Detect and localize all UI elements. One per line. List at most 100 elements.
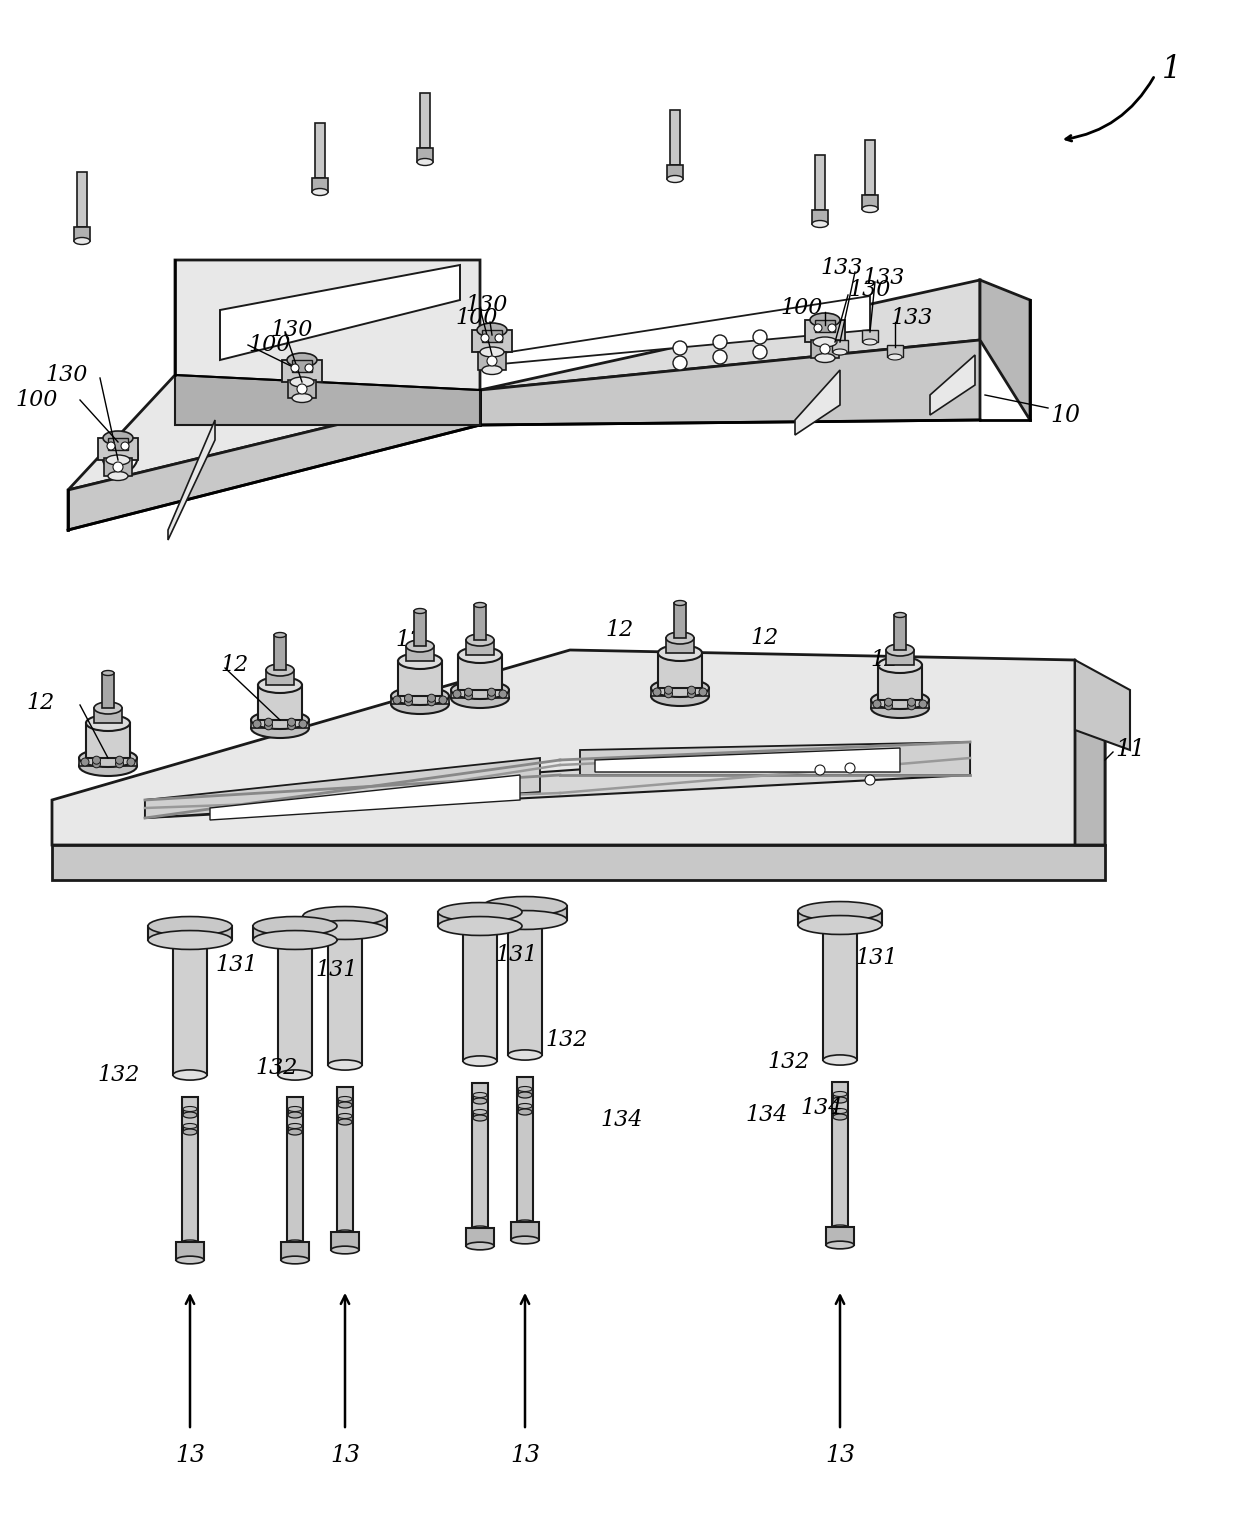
Ellipse shape — [466, 1242, 494, 1250]
Polygon shape — [508, 921, 542, 1054]
Polygon shape — [826, 1227, 854, 1245]
Circle shape — [884, 702, 893, 710]
Ellipse shape — [339, 1113, 352, 1119]
Polygon shape — [288, 1127, 303, 1131]
Polygon shape — [490, 297, 870, 364]
Circle shape — [126, 758, 135, 765]
Circle shape — [687, 690, 696, 698]
Polygon shape — [511, 1222, 539, 1240]
Text: 133: 133 — [890, 307, 932, 329]
Ellipse shape — [329, 1061, 362, 1070]
Circle shape — [873, 699, 880, 709]
Text: 130: 130 — [848, 280, 890, 301]
Polygon shape — [675, 603, 686, 638]
Polygon shape — [148, 925, 232, 941]
Circle shape — [820, 344, 830, 354]
Polygon shape — [666, 638, 694, 653]
Ellipse shape — [405, 639, 434, 652]
Polygon shape — [451, 690, 508, 698]
Ellipse shape — [337, 1230, 353, 1234]
Circle shape — [453, 690, 461, 698]
Circle shape — [828, 324, 836, 332]
Polygon shape — [930, 355, 975, 415]
Polygon shape — [274, 635, 286, 670]
Ellipse shape — [833, 1097, 847, 1104]
Ellipse shape — [466, 633, 494, 646]
Text: 134: 134 — [745, 1104, 787, 1127]
Ellipse shape — [666, 632, 694, 644]
Circle shape — [428, 695, 435, 702]
Ellipse shape — [253, 930, 337, 950]
Ellipse shape — [823, 921, 857, 930]
Ellipse shape — [253, 916, 337, 936]
Ellipse shape — [288, 1111, 303, 1117]
Circle shape — [753, 330, 768, 344]
Text: 13: 13 — [825, 1443, 856, 1466]
Text: 10: 10 — [1050, 404, 1080, 426]
Ellipse shape — [398, 653, 441, 669]
Polygon shape — [288, 380, 316, 398]
Ellipse shape — [417, 158, 433, 166]
Ellipse shape — [812, 220, 828, 227]
Circle shape — [93, 759, 100, 768]
Ellipse shape — [102, 670, 114, 675]
Ellipse shape — [176, 1256, 205, 1263]
Circle shape — [487, 357, 497, 366]
Ellipse shape — [870, 698, 929, 718]
Polygon shape — [870, 699, 929, 709]
Polygon shape — [980, 280, 1030, 420]
Polygon shape — [466, 1228, 494, 1247]
Polygon shape — [417, 148, 433, 161]
Polygon shape — [438, 911, 522, 925]
Ellipse shape — [870, 692, 929, 709]
Ellipse shape — [451, 689, 508, 709]
Ellipse shape — [286, 1240, 303, 1243]
Text: 133: 133 — [820, 257, 862, 280]
Text: 1: 1 — [1162, 54, 1182, 86]
Ellipse shape — [339, 1096, 352, 1102]
Ellipse shape — [833, 349, 847, 355]
Ellipse shape — [94, 702, 122, 715]
Ellipse shape — [458, 647, 502, 662]
Text: 132: 132 — [255, 1057, 298, 1079]
Ellipse shape — [438, 916, 522, 936]
Ellipse shape — [484, 896, 567, 916]
Polygon shape — [670, 111, 680, 164]
Ellipse shape — [278, 934, 312, 945]
Ellipse shape — [833, 1114, 847, 1120]
Polygon shape — [329, 930, 362, 1065]
Circle shape — [298, 384, 308, 393]
Polygon shape — [518, 1107, 532, 1111]
Circle shape — [115, 759, 124, 768]
Polygon shape — [811, 340, 839, 358]
Polygon shape — [887, 344, 903, 357]
Polygon shape — [887, 650, 914, 666]
Polygon shape — [167, 420, 215, 539]
Text: 11: 11 — [1115, 738, 1145, 761]
Circle shape — [713, 335, 727, 349]
Ellipse shape — [878, 656, 923, 673]
Ellipse shape — [815, 354, 835, 363]
Polygon shape — [286, 1097, 303, 1242]
Circle shape — [93, 756, 100, 764]
Ellipse shape — [472, 1227, 489, 1230]
Polygon shape — [651, 689, 709, 696]
Polygon shape — [331, 1233, 360, 1250]
Polygon shape — [472, 1111, 487, 1117]
Ellipse shape — [667, 175, 683, 183]
Polygon shape — [805, 320, 844, 343]
Polygon shape — [458, 655, 502, 690]
Polygon shape — [303, 916, 387, 930]
Circle shape — [866, 775, 875, 785]
Circle shape — [673, 341, 687, 355]
Polygon shape — [518, 1090, 532, 1094]
Circle shape — [908, 698, 915, 705]
Polygon shape — [104, 458, 131, 476]
Polygon shape — [74, 227, 91, 241]
Polygon shape — [580, 742, 970, 775]
Circle shape — [439, 696, 446, 704]
Text: 100: 100 — [455, 307, 497, 329]
Ellipse shape — [823, 1054, 857, 1065]
Circle shape — [495, 334, 503, 343]
Circle shape — [299, 719, 308, 729]
